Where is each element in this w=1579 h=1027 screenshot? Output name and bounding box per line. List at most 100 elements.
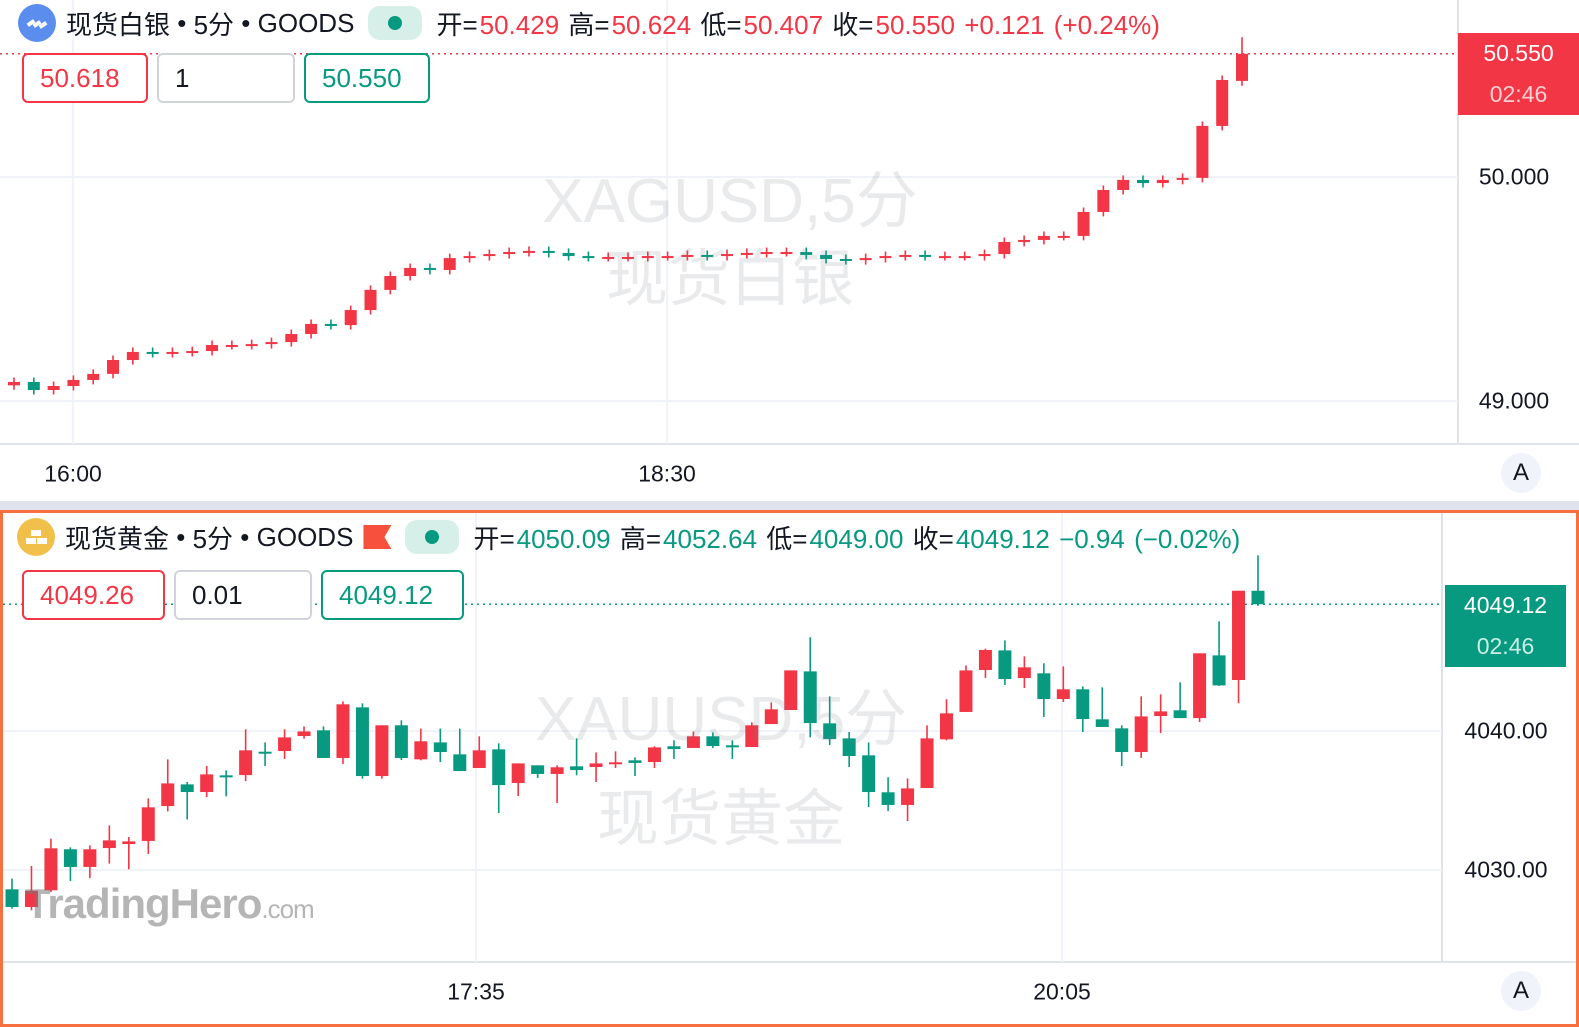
change-value: −0.94 bbox=[1059, 523, 1125, 554]
candle-body bbox=[823, 723, 837, 740]
buy-button[interactable]: 4049.12 bbox=[321, 570, 464, 620]
candle-body bbox=[122, 841, 136, 845]
change-percent: (−0.02%) bbox=[1134, 523, 1241, 554]
market-status-indicator[interactable] bbox=[368, 6, 423, 40]
candle-body bbox=[745, 725, 759, 747]
candle-body bbox=[667, 746, 681, 750]
high-label: 高= bbox=[568, 9, 610, 40]
market-status-indicator[interactable] bbox=[405, 520, 460, 554]
sell-button[interactable]: 4049.26 bbox=[22, 570, 165, 620]
interval[interactable]: 5分 bbox=[192, 523, 234, 554]
candle-body bbox=[344, 310, 357, 326]
trade-panel: 4049.26 0.01 4049.12 bbox=[22, 570, 464, 620]
candle-body bbox=[63, 849, 77, 867]
candle-body bbox=[1115, 728, 1129, 752]
candle-body bbox=[355, 707, 369, 777]
price-axis-label: 4040.00 bbox=[1464, 717, 1548, 744]
close-label: 收= bbox=[832, 9, 874, 40]
change-value: +0.121 bbox=[964, 9, 1045, 40]
gold-bars-icon bbox=[17, 518, 55, 556]
quantity-input[interactable]: 1 bbox=[157, 53, 295, 103]
close-value: 50.550 bbox=[875, 9, 956, 40]
candle-body bbox=[265, 342, 278, 345]
last-price: 4049.12 bbox=[1463, 592, 1548, 618]
auto-scale-button[interactable]: A bbox=[1501, 971, 1541, 1011]
candle-body bbox=[721, 254, 734, 257]
candle-body bbox=[661, 256, 674, 259]
exchange: GOODS bbox=[257, 7, 355, 38]
candle-body bbox=[959, 670, 973, 712]
watermark-name: 现货黄金 bbox=[596, 785, 846, 854]
gold-chart-panel[interactable]: XAUUSD,5分 现货黄金 现货黄金 • 5分 • GOODS 开=4050.… bbox=[0, 510, 1579, 1027]
exchange: GOODS bbox=[256, 521, 354, 552]
watermark-symbol: XAGUSD,5分 bbox=[542, 167, 918, 236]
candle-body bbox=[998, 241, 1011, 255]
open-value: 4050.09 bbox=[516, 523, 611, 554]
candle-body bbox=[522, 250, 535, 253]
time-axis-label: 16:00 bbox=[44, 460, 102, 487]
candle-body bbox=[879, 256, 892, 259]
bar-countdown: 02:46 bbox=[1489, 81, 1548, 107]
candle-body bbox=[245, 344, 258, 347]
candle-body bbox=[978, 649, 992, 670]
candle-body bbox=[803, 671, 817, 724]
silver-chart-panel[interactable]: XAGUSD,5分 现货白银 现货白银 • 5分 • GOODS 开=50.42… bbox=[0, 0, 1579, 501]
candle-body bbox=[641, 256, 654, 259]
candle-body bbox=[364, 289, 377, 311]
candle-body bbox=[1056, 689, 1070, 700]
candle-body bbox=[433, 742, 447, 752]
candle-body bbox=[102, 840, 116, 849]
candle-body bbox=[562, 252, 575, 257]
candle-body bbox=[686, 736, 700, 748]
candle-body bbox=[1017, 667, 1031, 679]
candle-body bbox=[394, 725, 408, 758]
ohlc-values: 开=4050.09 高=4052.64 低=4049.00 收=4049.12 … bbox=[473, 519, 1242, 556]
candle-body bbox=[1176, 177, 1189, 180]
candle-body bbox=[701, 254, 714, 257]
candle-body bbox=[8, 381, 20, 386]
candle-body bbox=[305, 323, 318, 335]
candle-body bbox=[998, 650, 1012, 680]
panel-divider[interactable] bbox=[0, 501, 1579, 510]
watermark-name: 现货白银 bbox=[605, 245, 855, 314]
time-axis-label: 17:35 bbox=[447, 978, 505, 1005]
symbol-name[interactable]: 现货白银 bbox=[66, 9, 171, 40]
candle-body bbox=[859, 258, 872, 261]
sell-button[interactable]: 50.618 bbox=[22, 53, 148, 103]
candle-body bbox=[862, 755, 876, 793]
candle-body bbox=[27, 381, 40, 391]
flag-icon[interactable] bbox=[363, 525, 392, 549]
candle-body bbox=[336, 704, 350, 758]
time-axis-label: 18:30 bbox=[638, 460, 696, 487]
logo-suffix: .com bbox=[261, 894, 314, 924]
candle-body bbox=[324, 323, 337, 326]
silver-legend: 现货白银 • 5分 • GOODS 开=50.429 高=50.624 低=50… bbox=[18, 4, 1162, 42]
candle-body bbox=[1134, 716, 1148, 752]
candle-body bbox=[1018, 239, 1031, 242]
candle-body bbox=[725, 745, 739, 748]
candle-body bbox=[842, 738, 856, 757]
quantity-input[interactable]: 0.01 bbox=[174, 570, 312, 620]
candle-body bbox=[24, 890, 38, 907]
silver-candles-plot[interactable] bbox=[0, 0, 1579, 501]
buy-button[interactable]: 50.550 bbox=[304, 53, 430, 103]
candle-body bbox=[414, 741, 428, 760]
gold-candles-plot[interactable] bbox=[3, 513, 1576, 1024]
separator: • bbox=[176, 521, 186, 552]
candle-body bbox=[531, 765, 545, 774]
candle-body bbox=[1097, 189, 1110, 212]
candle-body bbox=[511, 763, 525, 783]
symbol-name[interactable]: 现货黄金 bbox=[65, 523, 170, 554]
candle-body bbox=[1037, 235, 1050, 240]
interval[interactable]: 5分 bbox=[193, 9, 235, 40]
candle-body bbox=[901, 788, 915, 805]
candle-body bbox=[1057, 235, 1070, 238]
separator: • bbox=[241, 7, 251, 38]
price-axis-label: 49.000 bbox=[1478, 387, 1550, 414]
candle-body bbox=[443, 258, 456, 270]
candle-body bbox=[784, 670, 798, 711]
candle-body bbox=[542, 250, 555, 253]
high-value: 50.624 bbox=[611, 9, 692, 40]
trade-panel: 50.618 1 50.550 bbox=[22, 53, 430, 103]
auto-scale-button[interactable]: A bbox=[1501, 453, 1541, 493]
